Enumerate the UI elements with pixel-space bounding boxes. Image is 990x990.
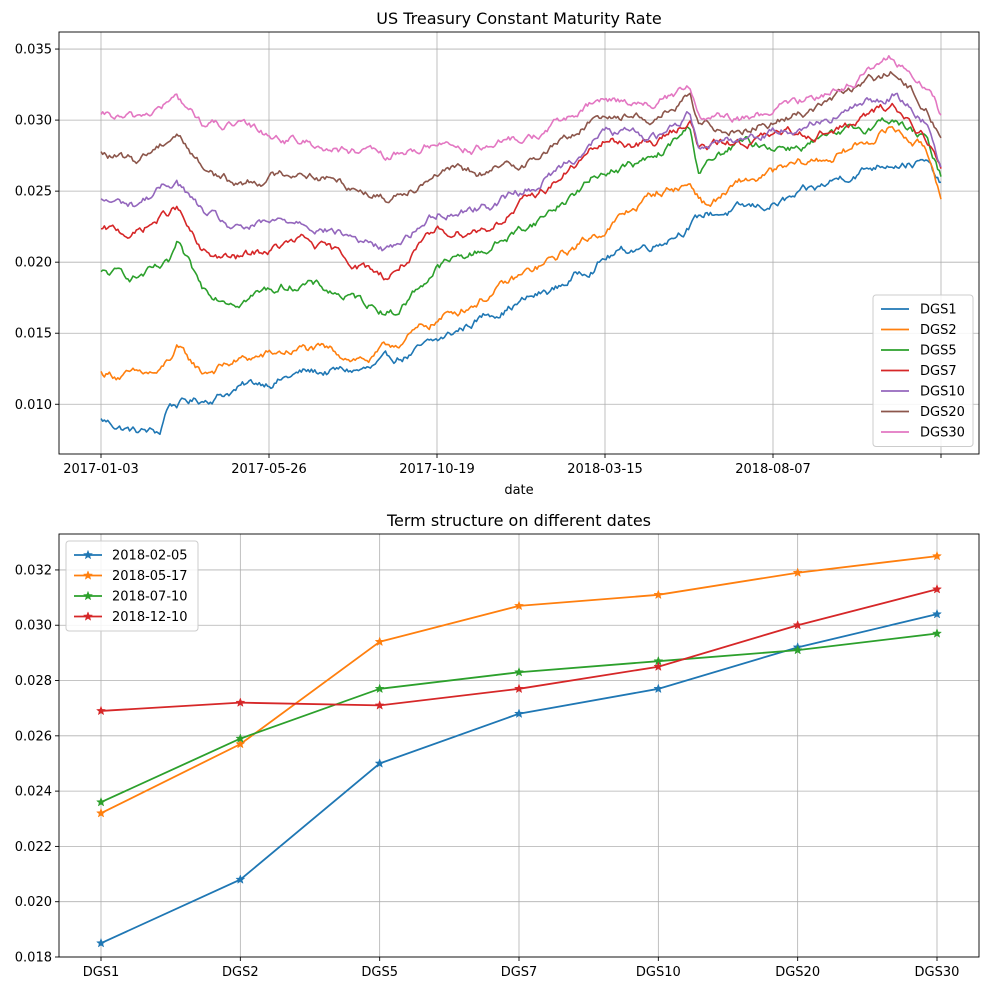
term-point-2018-12-10 xyxy=(95,705,107,716)
term-point-2018-12-10 xyxy=(513,683,525,694)
chart2-x-ticks: DGS1 DGS2 DGS5 DGS7 DGS10 DGS20 DGS30 xyxy=(83,957,960,980)
term-point-2018-05-17 xyxy=(374,636,385,647)
series-line-dgs20 xyxy=(100,71,942,204)
chart2-y-ticks: 0.018 0.020 0.022 0.024 0.026 0.028 0.030 0.032 xyxy=(15,563,59,966)
chart2-x-tick-label: DGS10 xyxy=(636,965,681,980)
chart1-legend-label: DGS30 xyxy=(920,426,965,441)
chart1-x-ticks: 2017-01-03 2017-05-26 2017-10-19 2018-03-15… xyxy=(63,454,942,477)
term-point-2018-12-10 xyxy=(653,661,664,672)
chart2-legend-marker xyxy=(82,570,94,580)
chart1-y-tick-label: 0.015 xyxy=(15,327,52,342)
term-point-2018-07-10 xyxy=(513,666,525,677)
term-point-2018-07-10 xyxy=(931,628,943,638)
chart2-x-tick-label: DGS5 xyxy=(361,965,398,980)
term-point-2018-05-17 xyxy=(653,589,664,600)
chart1-legend-label: DGS1 xyxy=(920,303,957,318)
chart1-y-tick-label: 0.020 xyxy=(15,256,52,271)
chart2-y-tick-label: 0.026 xyxy=(15,729,52,744)
chart1-legend-label: DGS2 xyxy=(920,323,957,338)
series-line-dgs1 xyxy=(100,158,942,436)
treasury-rate-chart: US Treasury Constant Maturity Rate 0.010… xyxy=(15,9,980,498)
chart2-legend-label: 2018-07-10 xyxy=(112,590,188,605)
chart2-x-tick-label: DGS30 xyxy=(915,965,960,980)
term-point-2018-02-05 xyxy=(653,683,664,694)
chart1-x-tick-label: 2017-10-19 xyxy=(399,462,475,477)
chart1-legend-label: DGS7 xyxy=(920,364,957,379)
chart1-legend-label: DGS5 xyxy=(920,344,957,359)
chart1-x-tick-label: 2018-08-07 xyxy=(735,462,811,477)
term-point-2018-05-17 xyxy=(792,567,803,578)
chart2-lines xyxy=(95,550,943,948)
chart2-y-tick-label: 0.018 xyxy=(15,951,52,966)
chart2-legend-marker xyxy=(82,611,94,621)
chart2-legend-marker xyxy=(82,549,94,560)
chart1-x-tick-label: 2017-05-26 xyxy=(231,462,307,477)
chart1-x-tick-label: 2017-01-03 xyxy=(63,462,139,477)
chart2-y-tick-label: 0.020 xyxy=(15,895,52,910)
term-point-2018-02-05 xyxy=(235,874,246,884)
chart1-lines xyxy=(100,55,942,436)
term-structure-chart: Term structure on different dates 0.0180… xyxy=(15,511,980,980)
chart2-legend-label: 2018-12-10 xyxy=(112,610,188,625)
chart1-y-tick-label: 0.010 xyxy=(15,398,52,413)
chart2-y-tick-label: 0.032 xyxy=(15,563,52,578)
chart2-legend-marker xyxy=(82,590,94,601)
series-line-dgs2 xyxy=(100,125,942,381)
series-line-dgs7 xyxy=(100,102,942,281)
chart2-y-tick-label: 0.022 xyxy=(15,840,52,855)
term-point-2018-07-10 xyxy=(95,796,107,807)
chart2-title: Term structure on different dates xyxy=(386,511,651,530)
chart2-y-tick-label: 0.028 xyxy=(15,674,52,689)
chart2-x-tick-label: DGS2 xyxy=(222,965,259,980)
series-line-dgs30 xyxy=(100,55,942,161)
term-point-2018-07-10 xyxy=(374,683,385,694)
chart2-y-tick-label: 0.024 xyxy=(15,785,52,800)
chart1-y-ticks: 0.010 0.015 0.020 0.025 0.030 0.035 xyxy=(15,43,59,413)
chart2-legend-label: 2018-05-17 xyxy=(112,569,188,584)
term-point-2018-05-17 xyxy=(931,550,943,561)
chart1-legend-box xyxy=(872,294,974,447)
chart1-legend: DGS1 DGS2 DGS5 DGS7 DGS10 DGS20 DGS30 xyxy=(872,294,974,447)
series-line-dgs5 xyxy=(100,117,942,316)
chart1-legend-label: DGS20 xyxy=(920,405,965,420)
term-point-2018-02-05 xyxy=(513,708,525,719)
chart1-frame xyxy=(58,31,980,455)
chart2-legend-box xyxy=(65,540,199,632)
chart1-x-axis-label: date xyxy=(504,483,533,498)
chart1-legend-label: DGS10 xyxy=(920,385,965,400)
chart2-legend: 2018-02-05 2018-05-17 2018-07-10 2018-12-10 xyxy=(65,540,199,632)
term-point-2018-12-10 xyxy=(792,619,803,630)
term-point-2018-07-10 xyxy=(792,644,803,655)
term-point-2018-02-05 xyxy=(931,608,943,619)
chart1-y-tick-label: 0.030 xyxy=(15,114,52,129)
term-point-2018-05-17 xyxy=(513,600,525,611)
chart1-title: US Treasury Constant Maturity Rate xyxy=(376,9,661,28)
term-point-2018-02-05 xyxy=(95,937,107,948)
chart1-y-tick-label: 0.025 xyxy=(15,185,52,200)
term-point-2018-05-17 xyxy=(235,738,246,749)
term-point-2018-02-05 xyxy=(374,758,385,768)
chart2-x-tick-label: DGS7 xyxy=(501,965,538,980)
series-line-dgs10 xyxy=(100,92,942,252)
term-point-2018-07-10 xyxy=(235,733,246,743)
term-point-2018-12-10 xyxy=(931,583,943,594)
chart2-x-tick-label: DGS1 xyxy=(83,965,120,980)
chart2-y-tick-label: 0.030 xyxy=(15,619,52,634)
chart2-x-tick-label: DGS20 xyxy=(775,965,820,980)
term-point-2018-05-17 xyxy=(95,807,107,818)
chart2-legend-label: 2018-02-05 xyxy=(112,549,188,564)
chart1-y-tick-label: 0.035 xyxy=(15,43,52,58)
term-point-2018-12-10 xyxy=(374,700,385,710)
chart1-x-tick-label: 2018-03-15 xyxy=(567,462,643,477)
term-point-2018-12-10 xyxy=(235,697,246,707)
